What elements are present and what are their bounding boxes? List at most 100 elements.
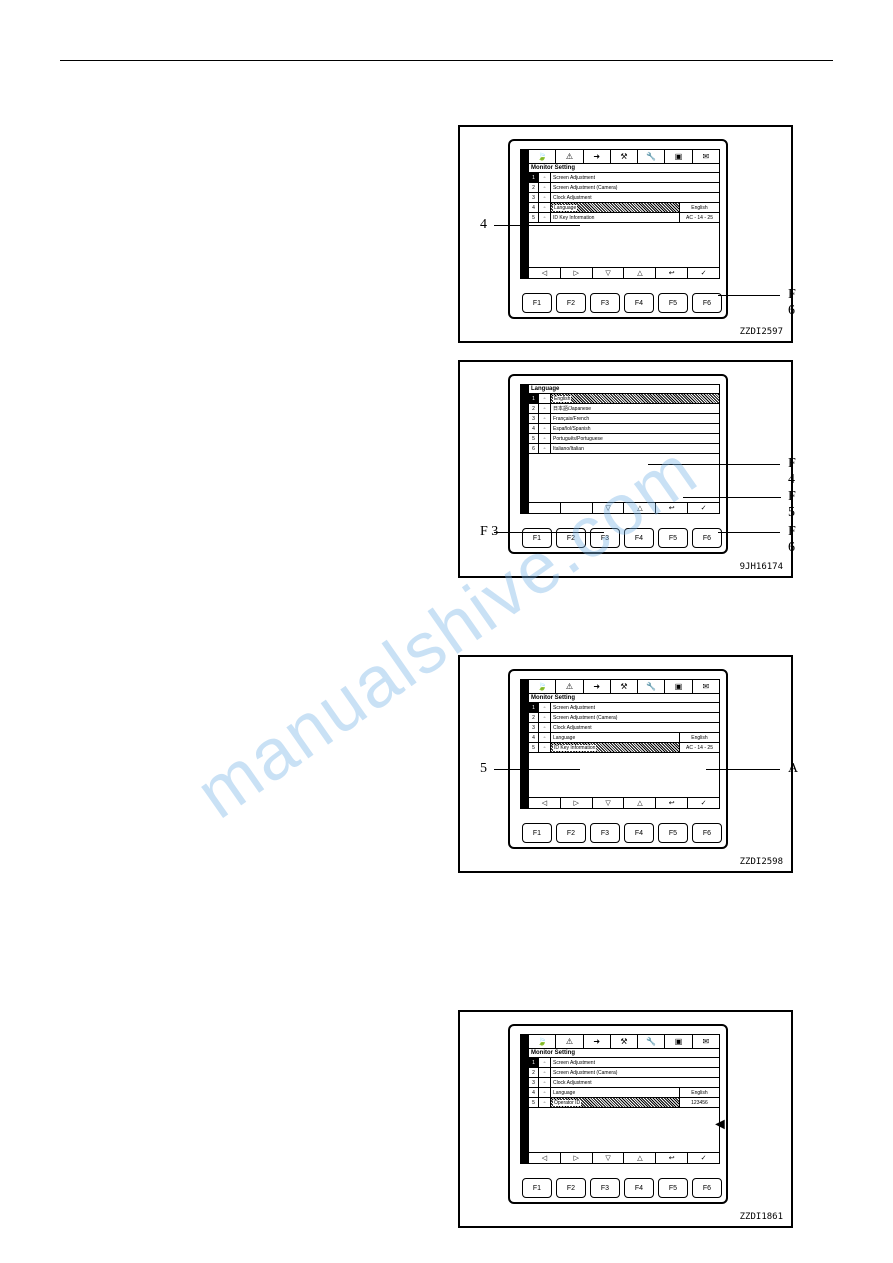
menu-row-value: English — [679, 203, 719, 212]
fkey-button[interactable]: F4 — [624, 823, 654, 843]
status-icon: ✉ — [693, 150, 719, 163]
menu-row[interactable]: 1▫English — [529, 394, 719, 404]
fkey-button[interactable]: F3 — [590, 823, 620, 843]
menu-row[interactable]: 5▫Português/Portuguese — [529, 434, 719, 444]
figure-container: Language1▫English2▫日本語/Japanese3▫Françai… — [458, 360, 793, 578]
guidance-icon: ↩ — [656, 798, 688, 808]
fkey-button[interactable]: F1 — [522, 1178, 552, 1198]
guidance-icon: ◁ — [529, 1153, 561, 1163]
menu-row[interactable]: 3▫Clock Adjustment — [529, 723, 719, 733]
menu-row[interactable]: 1▫Screen Adjustment — [529, 703, 719, 713]
menu-row-number: 4 — [529, 203, 539, 212]
menu-row[interactable]: 3▫Français/French — [529, 414, 719, 424]
icon-bar: 🍃⚠➜⚒🔧▣✉ — [529, 1035, 719, 1049]
menu-row-label: Screen Adjustment (Camera) — [551, 183, 719, 192]
page-rule — [60, 60, 833, 61]
guidance-icon: ◁ — [529, 268, 561, 278]
menu-row[interactable]: 4▫Español/Spanish — [529, 424, 719, 434]
guidance-icon: ◁ — [529, 798, 561, 808]
fkey-button[interactable]: F3 — [590, 1178, 620, 1198]
menu-row-label: Clock Adjustment — [551, 723, 719, 732]
menu-row-icon: ▫ — [539, 183, 551, 192]
menu-row[interactable]: 6▫Italiano/Italian — [529, 444, 719, 454]
fkey-row: F1F2F3F4F5F6 — [522, 1178, 722, 1198]
fkey-button[interactable]: F5 — [658, 528, 688, 548]
figure-container: 🍃⚠➜⚒🔧▣✉Monitor Setting1▫Screen Adjustmen… — [458, 125, 793, 343]
menu-row[interactable]: 3▫Clock Adjustment — [529, 193, 719, 203]
figure-id: 9JH16174 — [740, 562, 783, 572]
menu-row-icon: ▫ — [539, 434, 551, 443]
callout-line — [494, 769, 580, 770]
menu-row-number: 5 — [529, 743, 539, 752]
fkey-button[interactable]: F1 — [522, 823, 552, 843]
fkey-button[interactable]: F2 — [556, 823, 586, 843]
callout-line — [648, 464, 780, 465]
status-icon: ⚒ — [611, 1035, 638, 1048]
guidance-icon — [529, 503, 561, 513]
monitor-frame: 🍃⚠➜⚒🔧▣✉Monitor Setting1▫Screen Adjustmen… — [508, 139, 728, 319]
menu-row-value: AC - 14 - 25 — [679, 743, 719, 752]
callout-line — [494, 532, 604, 533]
guidance-icon: ↩ — [656, 268, 688, 278]
monitor-screen: 🍃⚠➜⚒🔧▣✉Monitor Setting1▫Screen Adjustmen… — [520, 679, 720, 809]
menu-row-number: 1 — [529, 1058, 539, 1067]
fkey-button[interactable]: F5 — [658, 823, 688, 843]
fkey-button[interactable]: F6 — [692, 1178, 722, 1198]
fkey-button[interactable]: F2 — [556, 1178, 586, 1198]
menu-row-icon: ▫ — [539, 713, 551, 722]
screen-sidebar — [521, 680, 529, 808]
menu-row[interactable]: 1▫Screen Adjustment — [529, 173, 719, 183]
menu-row[interactable]: 1▫Screen Adjustment — [529, 1058, 719, 1068]
fkey-button[interactable]: F1 — [522, 293, 552, 313]
menu-row[interactable]: 3▫Clock Adjustment — [529, 1078, 719, 1088]
menu-row-icon: ▫ — [539, 193, 551, 202]
menu-row-icon: ▫ — [539, 733, 551, 742]
menu-row-number: 5 — [529, 1098, 539, 1107]
fkey-button[interactable]: F4 — [624, 293, 654, 313]
menu-row[interactable]: 2▫Screen Adjustment (Camera) — [529, 713, 719, 723]
fkey-button[interactable]: F5 — [658, 1178, 688, 1198]
fkey-button[interactable]: F2 — [556, 293, 586, 313]
status-icon: 🔧 — [638, 1035, 665, 1048]
fkey-button[interactable]: F2 — [556, 528, 586, 548]
menu-row[interactable]: 2▫日本語/Japanese — [529, 404, 719, 414]
menu-row-number: 4 — [529, 733, 539, 742]
menu-row-label: Operator ID — [551, 1098, 679, 1107]
monitor-screen: Language1▫English2▫日本語/Japanese3▫Françai… — [520, 384, 720, 514]
menu-title: Monitor Setting — [529, 164, 719, 173]
fkey-button[interactable]: F6 — [692, 293, 722, 313]
menu-row[interactable]: 4▫LanguageEnglish — [529, 203, 719, 213]
menu-row[interactable]: 2▫Screen Adjustment (Camera) — [529, 183, 719, 193]
status-icon: ✉ — [693, 680, 719, 693]
callout-label: F 6 — [788, 524, 796, 556]
fkey-button[interactable]: F5 — [658, 293, 688, 313]
menu-title: Monitor Setting — [529, 694, 719, 703]
menu-row[interactable]: 4▫LanguageEnglish — [529, 1088, 719, 1098]
fkey-button[interactable]: F4 — [624, 1178, 654, 1198]
menu-row[interactable]: 5▫Operator ID123456 — [529, 1098, 719, 1108]
figure-id: ZZDI2598 — [740, 857, 783, 867]
guidance-icon: ✓ — [688, 503, 719, 513]
menu-row-icon: ▫ — [539, 1088, 551, 1097]
fkey-button[interactable]: F1 — [522, 528, 552, 548]
menu-row[interactable]: 5▫ID Key InformationAC - 14 - 25 — [529, 213, 719, 223]
status-icon: 🍃 — [529, 1035, 556, 1048]
menu-row[interactable]: 5▫ID Key InformationAC - 14 - 25 — [529, 743, 719, 753]
fkey-button[interactable]: F3 — [590, 528, 620, 548]
menu-row[interactable]: 2▫Screen Adjustment (Camera) — [529, 1068, 719, 1078]
fkey-button[interactable]: F4 — [624, 528, 654, 548]
fkey-button[interactable]: F6 — [692, 528, 722, 548]
menu-row-icon: ▫ — [539, 404, 551, 413]
figure-id: ZZDI1861 — [740, 1212, 783, 1222]
fkey-row: F1F2F3F4F5F6 — [522, 293, 722, 313]
fkey-button[interactable]: F3 — [590, 293, 620, 313]
menu-row[interactable]: 4▫LanguageEnglish — [529, 733, 719, 743]
guidance-bar: ▽△↩✓ — [529, 502, 719, 513]
menu-row-icon: ▫ — [539, 703, 551, 712]
menu-row-label: Language — [551, 1088, 679, 1097]
callout-label: A — [788, 761, 798, 777]
menu-row-label: Español/Spanish — [551, 424, 719, 433]
guidance-icon: △ — [624, 1153, 656, 1163]
guidance-icon: ▷ — [561, 798, 593, 808]
fkey-button[interactable]: F6 — [692, 823, 722, 843]
